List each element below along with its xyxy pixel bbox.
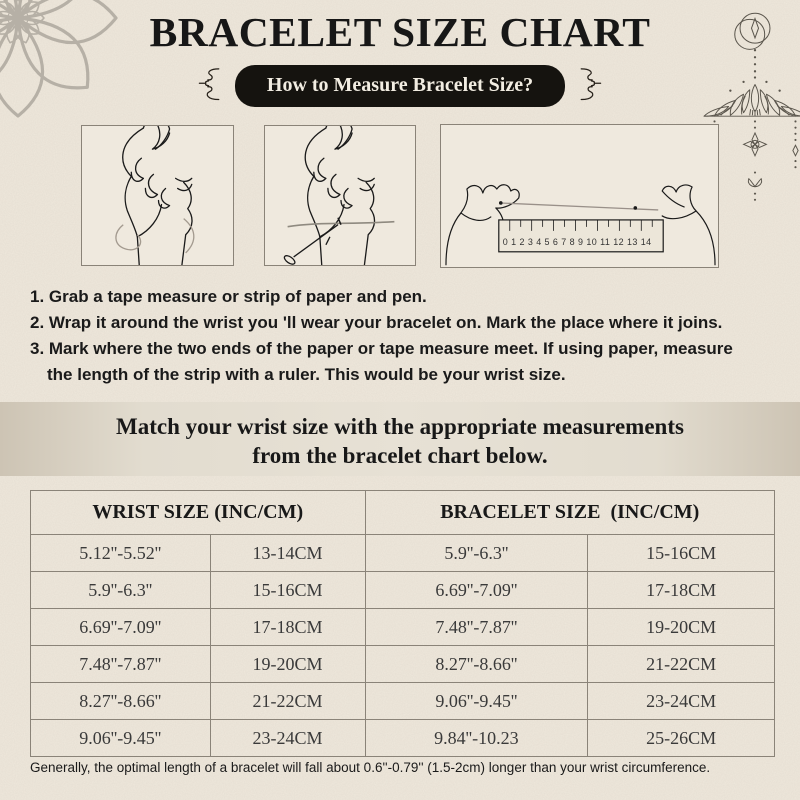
- svg-text:0 1 2 3 4 5 6 7 8 9 10 11 12 1: 0 1 2 3 4 5 6 7 8 9 10 11 12 13 14: [503, 237, 652, 247]
